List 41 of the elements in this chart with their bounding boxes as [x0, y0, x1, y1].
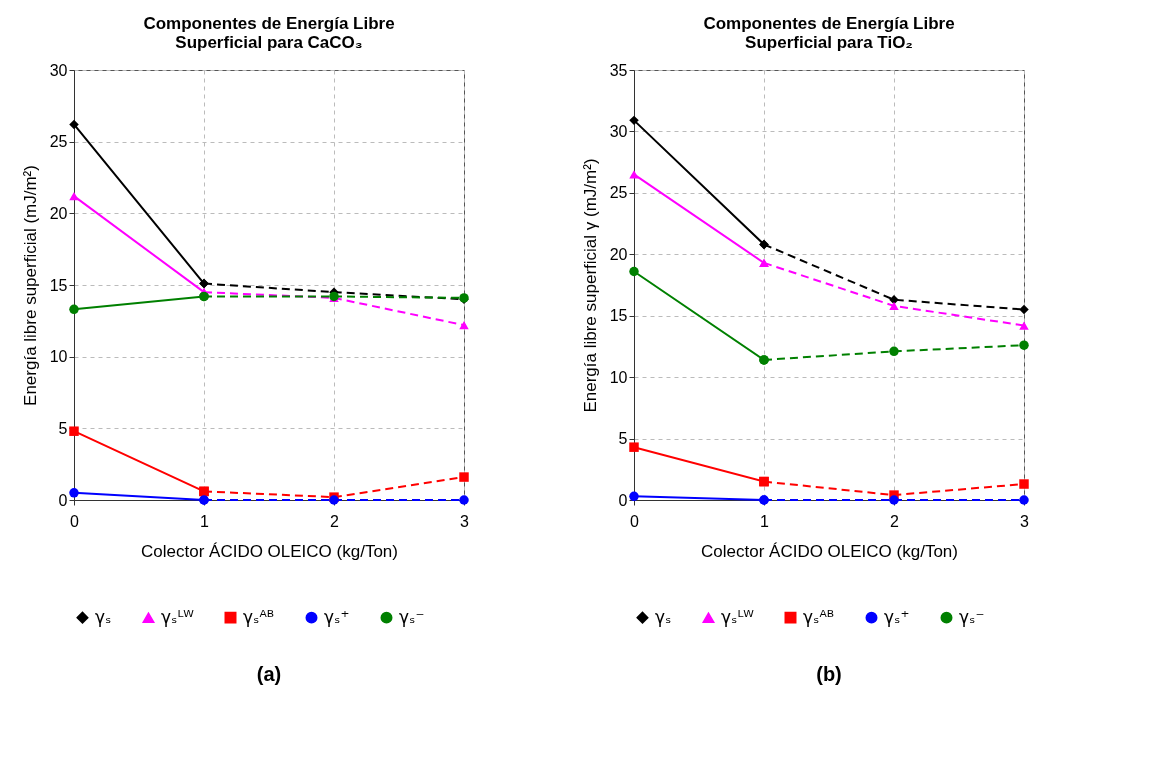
x-tick-label: 3: [1020, 512, 1030, 530]
y-tick-label: 25: [49, 133, 68, 151]
x-tick-label: 2: [330, 512, 340, 530]
legend-label: γₛᴸᵂ: [721, 606, 755, 627]
y-tick-label: 10: [609, 368, 628, 386]
legend-label: γₛ: [655, 606, 672, 627]
legend-label: γₛ⁺: [324, 606, 350, 627]
y-tick-label: 15: [49, 276, 68, 294]
legend-label: γₛ: [95, 606, 112, 627]
x-tick-label: 2: [890, 512, 900, 530]
y-tick-label: 20: [609, 245, 628, 263]
y-tick-label: 30: [609, 122, 628, 140]
y-tick-label: 20: [49, 204, 68, 222]
x-tick-label: 0: [70, 512, 80, 530]
y-tick-label: 5: [58, 419, 68, 437]
chart-title: Componentes de Energía Libre Superficial para TiO₂: [703, 14, 955, 52]
y-tick-label: 0: [618, 491, 628, 509]
legend-label: γₛᴬᴮ: [803, 606, 835, 627]
legend-label: γₛᴬᴮ: [243, 606, 275, 627]
y-axis-title: Energía libre superficial (mJ/m²): [20, 165, 40, 406]
legend-label: γₛᴸᵂ: [161, 606, 195, 627]
y-tick-label: 35: [609, 61, 628, 79]
y-axis-title: Energía libre superficial γ (mJ/m²): [580, 158, 600, 413]
y-tick-label: 0: [58, 491, 68, 509]
chart-title: Componentes de Energía Libre Superficial para CaCO₃: [143, 14, 395, 52]
x-axis-title: Colector ÁCIDO OLEICO (kg/Ton): [141, 541, 398, 561]
y-tick-label: 15: [609, 307, 628, 325]
y-tick-label: 10: [49, 348, 68, 366]
y-tick-label: 30: [49, 61, 68, 79]
text: (b): [816, 663, 842, 685]
x-axis-title: Colector ÁCIDO OLEICO (kg/Ton): [701, 541, 958, 561]
x-tick-label: 3: [460, 512, 470, 530]
x-tick-label: 1: [200, 512, 210, 530]
text: (a): [256, 663, 282, 685]
x-tick-label: 1: [760, 512, 770, 530]
legend-label: γₛ⁺: [884, 606, 910, 627]
y-tick-label: 5: [618, 430, 628, 448]
legend-label: γₛ⁻: [399, 606, 425, 627]
x-tick-label: 0: [630, 512, 640, 530]
y-tick-label: 25: [609, 184, 628, 202]
legend-label: γₛ⁻: [959, 606, 985, 627]
